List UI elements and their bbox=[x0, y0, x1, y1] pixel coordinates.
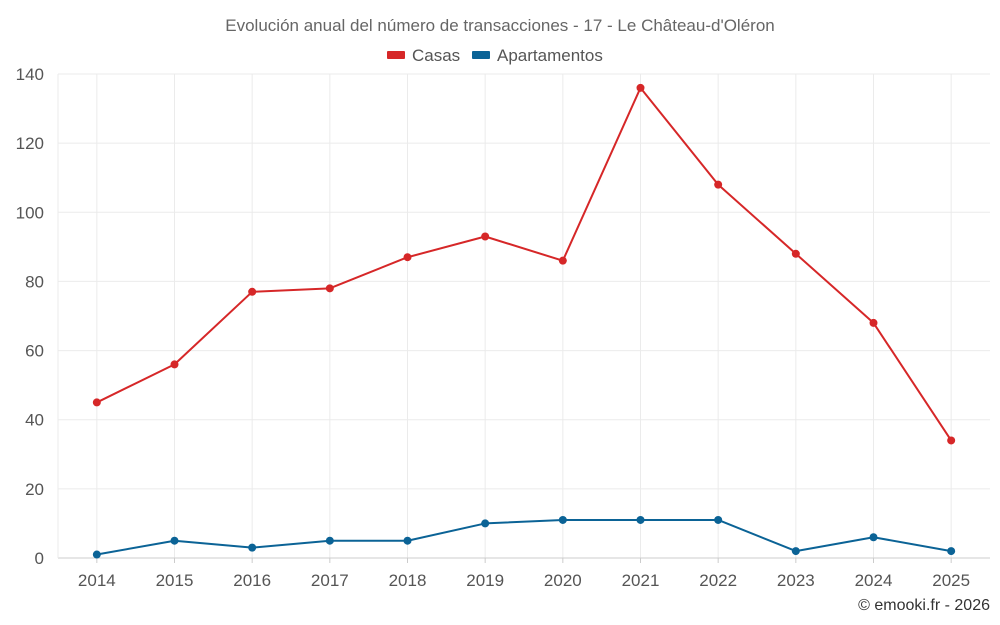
series-apartamentos bbox=[92, 515, 956, 559]
x-tick-label-2016: 2016 bbox=[233, 571, 271, 590]
y-tick-label-40: 40 bbox=[25, 411, 44, 430]
legend-item-apartamentos[interactable]: Apartamentos bbox=[472, 46, 603, 65]
x-tick-label-2022: 2022 bbox=[699, 571, 737, 590]
chart-title: Evolución anual del número de transaccio… bbox=[225, 16, 774, 35]
point-casas-2023[interactable] bbox=[791, 249, 800, 258]
x-tick-label-2017: 2017 bbox=[311, 571, 349, 590]
legend-item-casas[interactable]: Casas bbox=[387, 46, 460, 65]
point-casas-2017[interactable] bbox=[325, 284, 334, 293]
point-casas-2014[interactable] bbox=[92, 398, 101, 407]
series bbox=[92, 83, 956, 559]
point-casas-2016[interactable] bbox=[248, 287, 257, 296]
point-casas-2024[interactable] bbox=[869, 318, 878, 327]
x-tick-label-2023: 2023 bbox=[777, 571, 815, 590]
y-axis-ticks: 0 20 40 60 80 100 120 140 bbox=[16, 65, 44, 568]
y-tick-label-80: 80 bbox=[25, 272, 44, 291]
x-tick-label-2024: 2024 bbox=[855, 571, 893, 590]
point-casas-2025[interactable] bbox=[947, 436, 956, 445]
grid bbox=[58, 73, 990, 558]
point-apartamentos-2018[interactable] bbox=[403, 536, 412, 545]
credit-text: © emooki.fr - 2026 bbox=[858, 597, 990, 614]
point-casas-2015[interactable] bbox=[170, 360, 179, 369]
legend: Casas Apartamentos bbox=[387, 46, 603, 65]
axes bbox=[57, 74, 990, 563]
legend-swatch-casas bbox=[387, 51, 405, 59]
series-casas bbox=[92, 83, 956, 445]
y-tick-label-100: 100 bbox=[16, 203, 44, 222]
x-tick-label-2014: 2014 bbox=[78, 571, 116, 590]
x-tick-label-2015: 2015 bbox=[156, 571, 194, 590]
point-casas-2022[interactable] bbox=[714, 180, 723, 189]
point-apartamentos-2024[interactable] bbox=[869, 533, 878, 542]
series-line-apartamentos bbox=[96, 518, 952, 556]
x-tick-label-2019: 2019 bbox=[466, 571, 504, 590]
y-tick-label-0: 0 bbox=[35, 549, 44, 568]
point-casas-2019[interactable] bbox=[481, 232, 490, 241]
x-tick-label-2020: 2020 bbox=[544, 571, 582, 590]
legend-label-apartamentos: Apartamentos bbox=[497, 46, 603, 65]
point-casas-2018[interactable] bbox=[403, 253, 412, 262]
point-apartamentos-2022[interactable] bbox=[714, 515, 723, 524]
y-tick-label-60: 60 bbox=[25, 342, 44, 361]
point-casas-2021[interactable] bbox=[636, 83, 645, 92]
y-tick-label-140: 140 bbox=[16, 65, 44, 84]
point-apartamentos-2016[interactable] bbox=[248, 543, 257, 552]
legend-label-casas: Casas bbox=[412, 46, 460, 65]
y-tick-label-20: 20 bbox=[25, 480, 44, 499]
point-apartamentos-2019[interactable] bbox=[481, 519, 490, 528]
y-tick-label-120: 120 bbox=[16, 134, 44, 153]
point-apartamentos-2023[interactable] bbox=[791, 547, 800, 556]
point-apartamentos-2017[interactable] bbox=[325, 536, 334, 545]
legend-swatch-apartamentos bbox=[472, 51, 490, 59]
x-axis-ticks: 2014 2015 2016 2017 2018 2019 2020 2021 2022 2023… bbox=[78, 571, 970, 590]
x-tick-label-2025: 2025 bbox=[932, 571, 970, 590]
point-apartamentos-2014[interactable] bbox=[92, 550, 101, 559]
point-casas-2020[interactable] bbox=[558, 256, 567, 265]
series-line-casas bbox=[96, 86, 953, 442]
x-tick-label-2021: 2021 bbox=[622, 571, 660, 590]
point-apartamentos-2020[interactable] bbox=[558, 515, 567, 524]
point-apartamentos-2021[interactable] bbox=[636, 515, 645, 524]
point-apartamentos-2025[interactable] bbox=[947, 547, 956, 556]
point-apartamentos-2015[interactable] bbox=[170, 536, 179, 545]
x-tick-label-2018: 2018 bbox=[389, 571, 427, 590]
